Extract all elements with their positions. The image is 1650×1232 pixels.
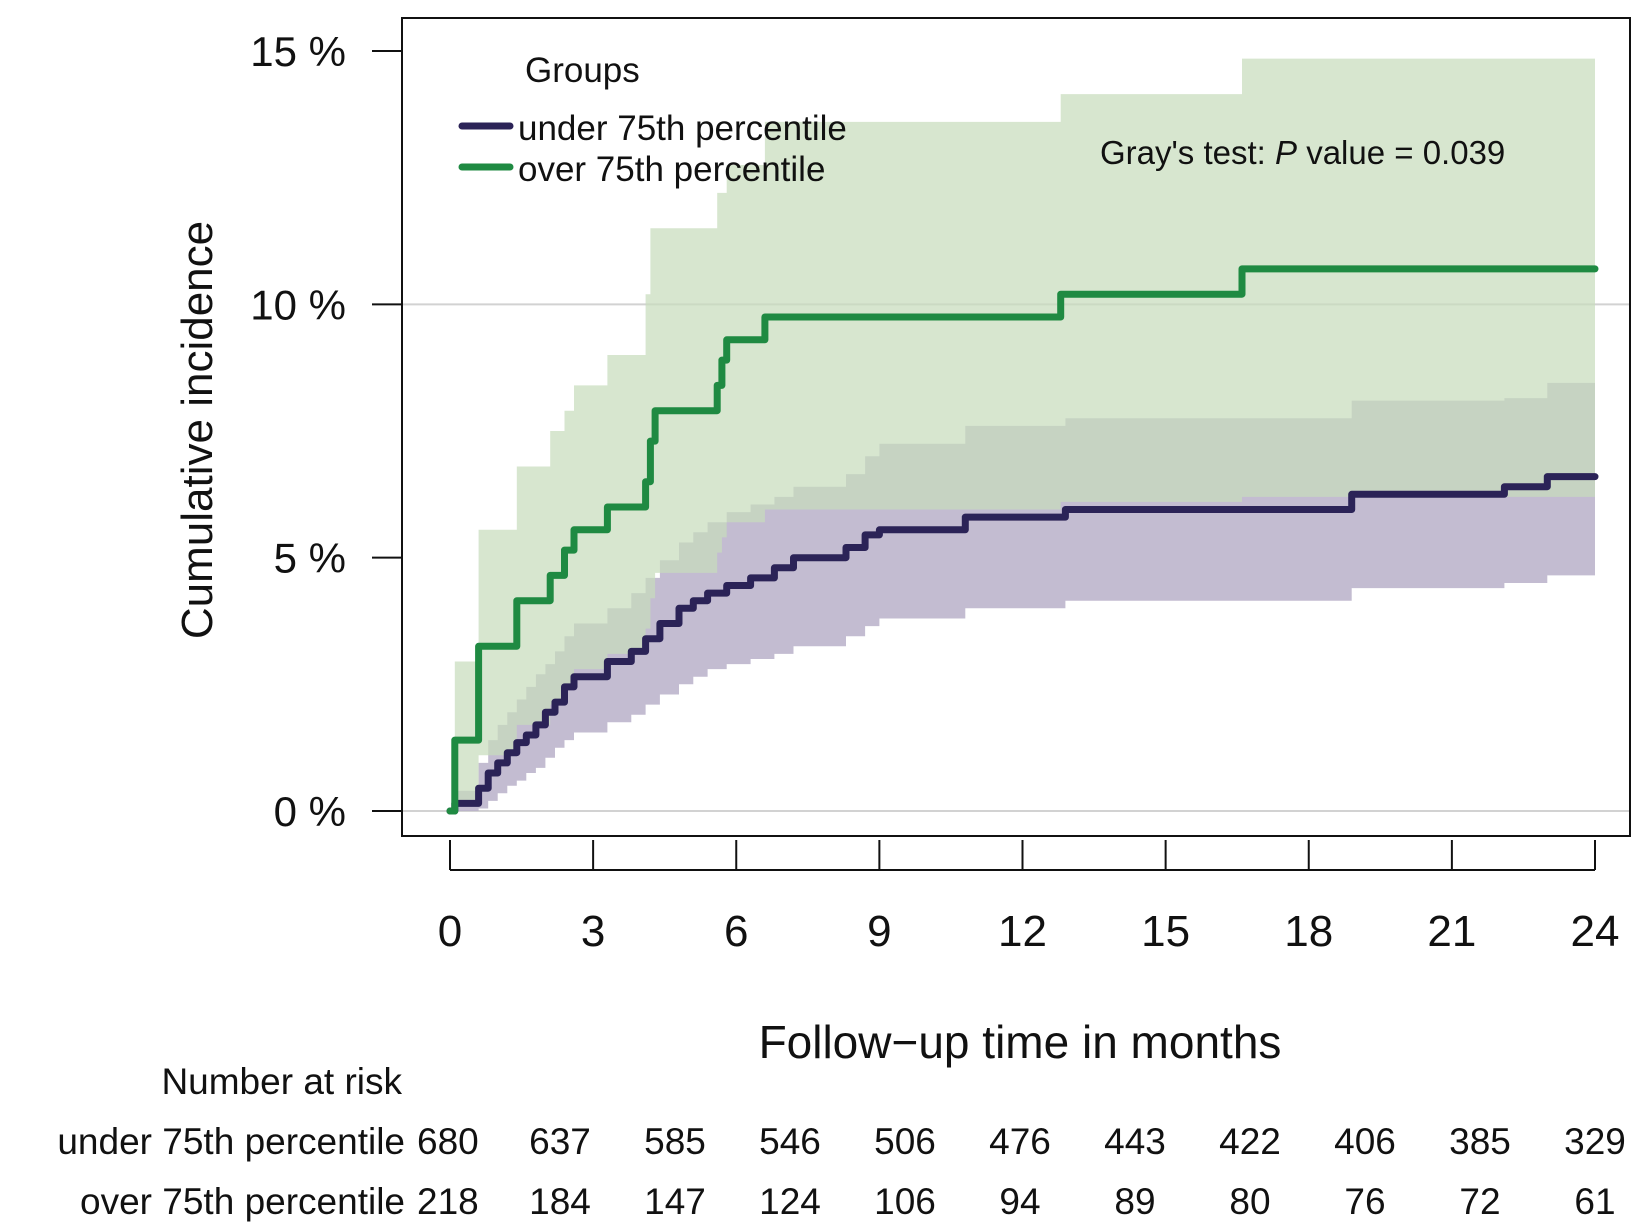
x-tick-label: 15: [1141, 907, 1190, 956]
risk-row-label: under 75th percentile: [57, 1121, 405, 1162]
risk-value: 61: [1574, 1181, 1615, 1222]
risk-value: 680: [417, 1121, 479, 1162]
legend: Groups under 75th percentile over 75th p…: [458, 51, 847, 189]
risk-value: 106: [874, 1181, 936, 1222]
annotation-prefix: Gray's test:: [1100, 134, 1275, 171]
x-tick-label: 24: [1571, 907, 1620, 956]
risk-value: 406: [1334, 1121, 1396, 1162]
x-tick-label: 6: [724, 907, 748, 956]
y-tick-label: 15 %: [250, 28, 346, 75]
risk-value: 218: [417, 1181, 479, 1222]
legend-label-under: under 75th percentile: [518, 109, 847, 148]
risk-value: 184: [529, 1181, 591, 1222]
number-at-risk-table: Number at risk under 75th percentile 680 6…: [57, 1061, 1626, 1222]
risk-value: 147: [644, 1181, 706, 1222]
y-tick-label: 10 %: [250, 281, 346, 328]
series-line-under: [446, 473, 1599, 815]
risk-row-label: over 75th percentile: [80, 1181, 405, 1222]
risk-value: 443: [1104, 1121, 1166, 1162]
risk-value: 329: [1564, 1121, 1626, 1162]
risk-value: 385: [1449, 1121, 1511, 1162]
risk-value: 94: [999, 1181, 1040, 1222]
risk-value: 546: [759, 1121, 821, 1162]
series-line-over: [446, 265, 1599, 815]
confidence-band-over: [450, 58, 1595, 812]
legend-title: Groups: [525, 51, 640, 90]
x-tick-label: 18: [1284, 907, 1333, 956]
risk-value: 89: [1114, 1181, 1155, 1222]
y-axis: 0 % 5 % 10 % 15 %: [250, 28, 402, 835]
grays-test-annotation: Gray's test: P value = 0.039: [1100, 134, 1505, 171]
confidence-bands: [450, 58, 1595, 812]
x-tick-label: 0: [438, 907, 462, 956]
y-tick-label: 5 %: [274, 535, 346, 582]
plot-frame: [401, 17, 1631, 837]
risk-value: 585: [644, 1121, 706, 1162]
x-axis-label: Follow−up time in months: [759, 1016, 1282, 1068]
risk-value: 80: [1229, 1181, 1270, 1222]
x-tick-label: 3: [581, 907, 605, 956]
x-tick-label: 21: [1427, 907, 1476, 956]
risk-value: 124: [759, 1181, 821, 1222]
risk-value: 422: [1219, 1121, 1281, 1162]
x-tick-label: 12: [998, 907, 1047, 956]
risk-value: 476: [989, 1121, 1051, 1162]
risk-value: 76: [1344, 1181, 1385, 1222]
risk-value: 637: [529, 1121, 591, 1162]
risk-value: 506: [874, 1121, 936, 1162]
annotation-italic: P: [1275, 134, 1297, 171]
incidence-curves: [446, 265, 1599, 815]
annotation-suffix: value = 0.039: [1297, 134, 1505, 171]
risk-value: 72: [1459, 1181, 1500, 1222]
y-tick-label: 0 %: [274, 788, 346, 835]
y-axis-label: Cumulative incidence: [173, 221, 222, 639]
x-tick-label: 9: [867, 907, 891, 956]
x-axis: 0 3 6 9 12 15 18 21 24: [438, 840, 1620, 956]
risk-table-title: Number at risk: [161, 1061, 402, 1102]
legend-label-over: over 75th percentile: [518, 150, 825, 189]
